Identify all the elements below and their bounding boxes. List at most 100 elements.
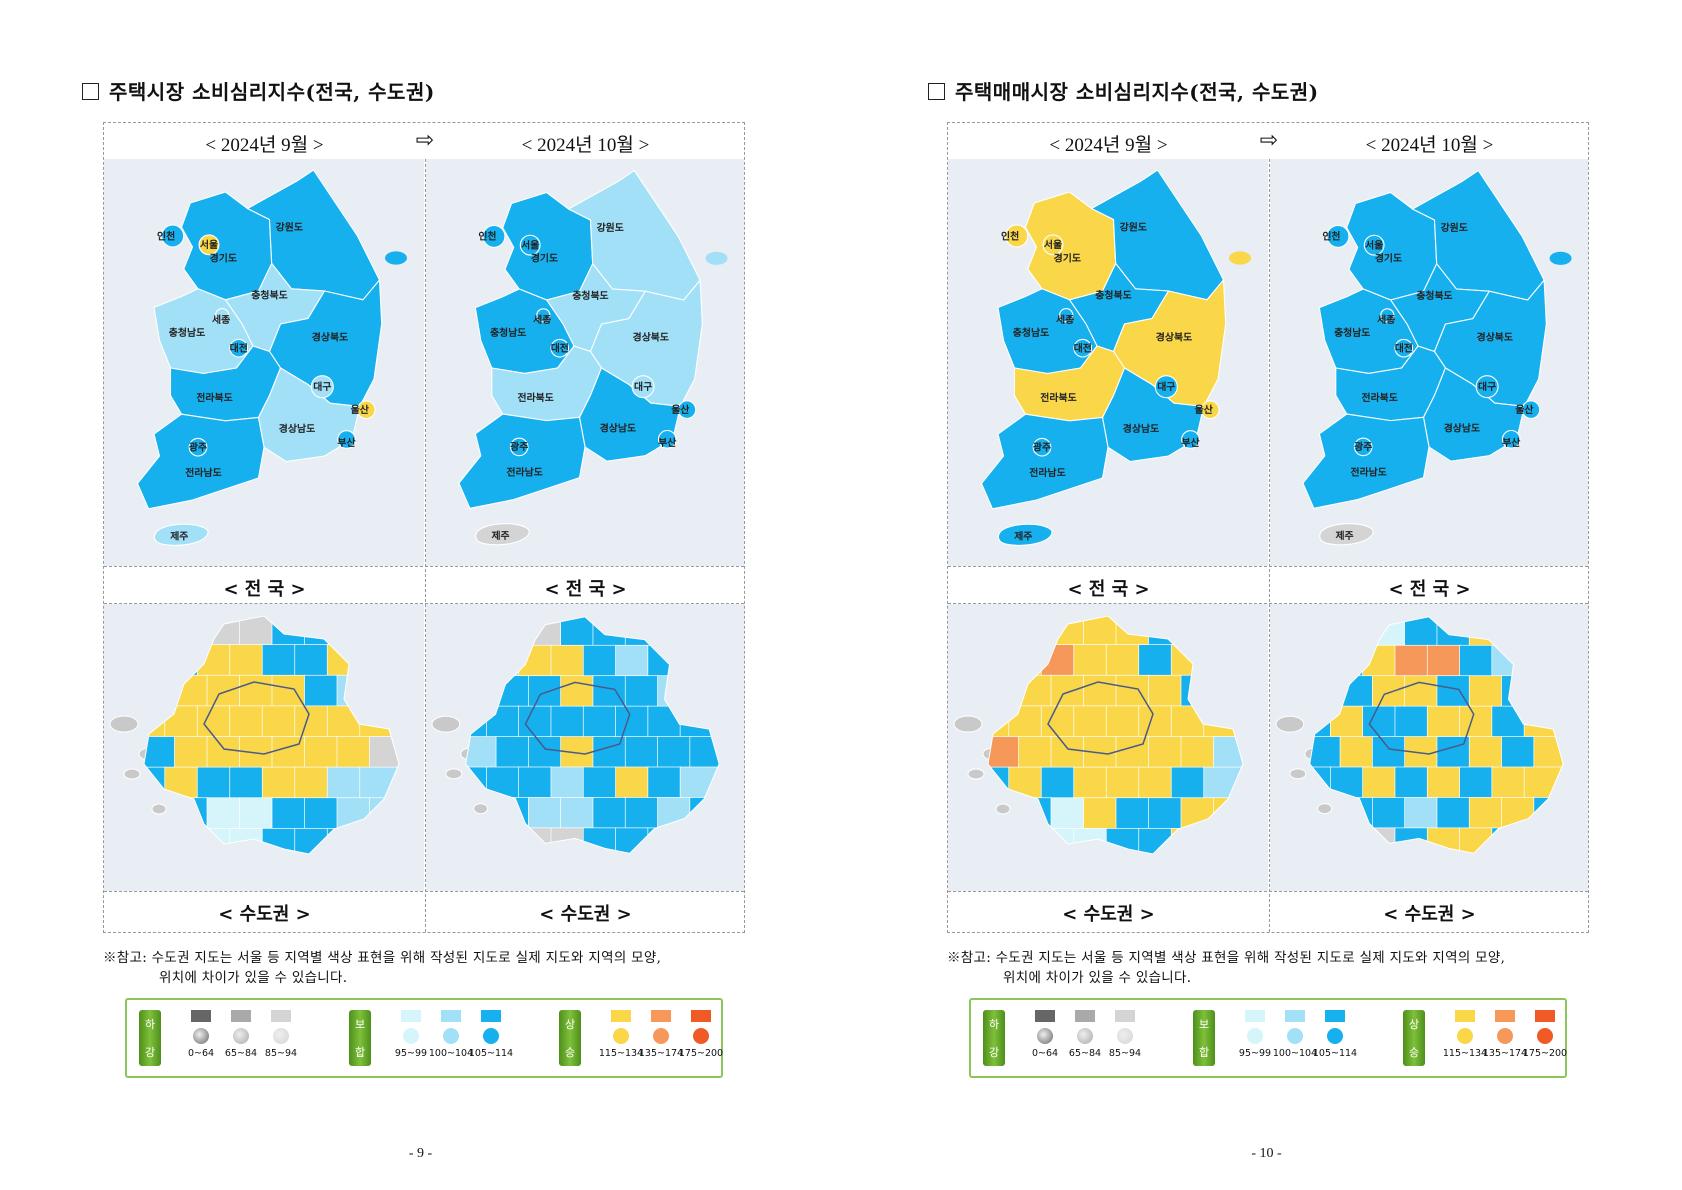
period-from: < 2024년 9월 >	[205, 135, 324, 156]
legend-range-label: 175~200	[1522, 1048, 1568, 1059]
district	[679, 827, 720, 854]
caption-national: < 전 국 >	[544, 579, 627, 600]
district	[647, 705, 682, 738]
district	[528, 675, 562, 708]
legend-item: 65~84	[221, 1010, 261, 1059]
district	[1213, 674, 1243, 708]
city-sejong	[1380, 308, 1395, 323]
district	[239, 674, 274, 708]
legend-swatch	[401, 1010, 421, 1022]
district	[1180, 616, 1215, 646]
seoul-boundary	[1047, 681, 1154, 755]
capital-map-to	[426, 604, 744, 891]
region-jeonnam	[980, 413, 1109, 510]
region-label: 세종	[533, 313, 551, 326]
ulleungdo-island	[1229, 251, 1251, 265]
page-number: - 9 -	[408, 1146, 433, 1161]
right-arrow-icon: ⇨	[1259, 127, 1279, 152]
region-label: 충청북도	[1095, 289, 1131, 302]
region-label: 전라남도	[507, 465, 543, 478]
district	[1148, 616, 1183, 646]
region-label: 강원도	[597, 221, 624, 234]
legend-swatch	[271, 1010, 291, 1022]
legend-range-label: 115~134	[598, 1048, 644, 1059]
legend-item: 0~64	[1025, 1010, 1065, 1059]
city-sejong	[1059, 308, 1074, 323]
district	[1339, 616, 1374, 647]
city-incheon	[1326, 224, 1350, 248]
district	[206, 797, 241, 830]
district	[1459, 827, 1494, 854]
city-ulsan	[356, 400, 376, 420]
district	[144, 736, 176, 769]
district	[174, 797, 209, 830]
district	[1138, 828, 1173, 854]
island	[151, 803, 167, 815]
district	[369, 797, 399, 830]
district	[1523, 705, 1564, 738]
section-title-text: 주택시장 소비심리지수(전국, 수도권)	[109, 80, 435, 104]
region-label: 제주	[1014, 530, 1032, 543]
region-label: 대구	[634, 380, 652, 393]
district	[560, 616, 595, 647]
district	[689, 797, 720, 830]
district	[1339, 675, 1374, 708]
capital-map-from	[948, 604, 1268, 891]
district	[1372, 675, 1406, 708]
city-gwangju	[1032, 437, 1052, 457]
district	[304, 674, 339, 708]
district	[1468, 616, 1503, 647]
district	[336, 797, 371, 830]
district	[271, 797, 306, 830]
district	[1203, 644, 1243, 677]
legend-item: 105~114	[1313, 1010, 1357, 1059]
district	[304, 616, 339, 646]
region-label: 광주	[1033, 442, 1051, 454]
rain-cloud-icon	[273, 1028, 289, 1044]
section-title: 주택매매시장 소비심리지수(전국, 수도권)	[928, 76, 1319, 105]
legend-item: 65~84	[1065, 1010, 1105, 1059]
legend-tag-char: 강	[144, 1046, 156, 1059]
sun-icon	[1537, 1028, 1553, 1044]
district	[1170, 705, 1206, 738]
legend-range-label: 105~114	[1312, 1048, 1358, 1059]
region-label: 충청남도	[169, 326, 205, 339]
district	[486, 644, 521, 678]
capital-area-outline	[143, 615, 400, 855]
district	[304, 736, 339, 769]
region-label: 경상남도	[1444, 422, 1480, 435]
island	[123, 768, 141, 780]
district	[1138, 705, 1173, 738]
city-seoul	[1042, 234, 1064, 256]
district	[528, 797, 562, 830]
district	[196, 705, 232, 738]
caption-capital: < 수도권 >	[539, 904, 632, 925]
legend-range-label: 105~114	[468, 1048, 514, 1059]
district	[582, 644, 617, 678]
district	[647, 766, 682, 799]
legend-swatch	[1455, 1010, 1475, 1022]
district	[1008, 828, 1043, 854]
page-number: - 10 -	[1251, 1146, 1282, 1161]
district	[359, 705, 399, 738]
city-daegu	[631, 375, 655, 399]
district	[1083, 674, 1118, 708]
region-label: 충청북도	[572, 289, 608, 302]
district	[1339, 797, 1374, 830]
district	[1083, 797, 1118, 830]
district	[988, 736, 1020, 769]
rain-cloud-icon	[1037, 1028, 1053, 1044]
island	[967, 768, 985, 780]
region-label: 광주	[510, 441, 528, 453]
region-label: 대구	[313, 380, 331, 393]
region-label: 전라북도	[196, 391, 232, 404]
district	[657, 736, 692, 769]
city-gwangju	[509, 437, 529, 457]
district	[689, 675, 720, 708]
region-label: 대전	[551, 342, 569, 355]
district	[1138, 766, 1173, 800]
seoul-boundary	[524, 681, 631, 755]
region-label: 강원도	[1441, 221, 1468, 234]
district	[1372, 797, 1406, 830]
district	[582, 766, 617, 799]
